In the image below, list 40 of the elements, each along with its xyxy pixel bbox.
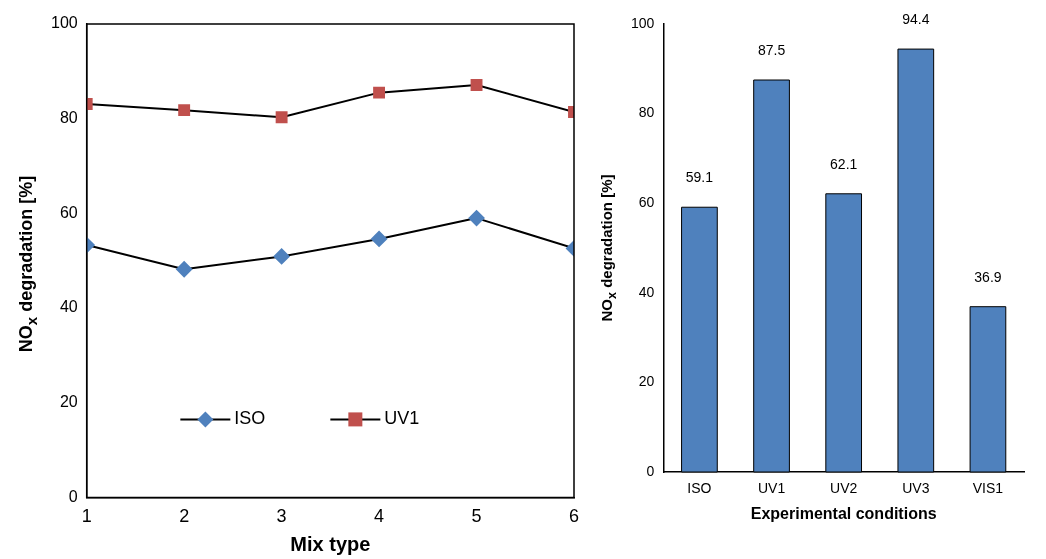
point (468, 210, 485, 227)
y-tick-label: 60 (638, 194, 655, 211)
x-tick-label: UV3 (902, 480, 930, 497)
x-tick-label: ISO (687, 480, 712, 497)
data-label: 87.5 (757, 41, 786, 58)
y-tick-label: 60 (59, 203, 78, 221)
y-tick-label: 0 (646, 462, 655, 479)
data-label: 59.1 (685, 169, 714, 186)
x-tick-label: 5 (471, 506, 482, 527)
x-tick-label: VIS1 (972, 480, 1004, 497)
point (373, 86, 386, 99)
x-tick-label: 2 (179, 506, 190, 527)
point (176, 261, 193, 278)
x-axis-title: Experimental conditions (750, 504, 937, 522)
point (178, 104, 191, 117)
x-axis-title: Mix type (290, 532, 371, 555)
x-tick-label: 4 (374, 506, 385, 527)
x-tick-label: 1 (81, 506, 92, 527)
x-tick-label: 6 (568, 506, 580, 527)
y-tick-label: 40 (638, 283, 655, 300)
y-tick-label: 20 (638, 373, 655, 390)
point (470, 79, 483, 92)
data-label: 36.9 (974, 268, 1002, 285)
x-tick-label: 3 (276, 506, 287, 527)
y-tick-label: 100 (50, 14, 78, 32)
y-tick-label: 40 (59, 298, 78, 316)
y-tick-label: 80 (638, 104, 655, 121)
x-tick-label: UV1 (757, 480, 786, 497)
y-tick-label: 100 (631, 14, 655, 31)
point (273, 248, 290, 265)
data-label: 62.1 (830, 155, 858, 172)
legend-label: ISO (234, 408, 266, 429)
y-tick-label: 0 (68, 487, 78, 505)
data-label: 94.4 (902, 10, 930, 27)
y-tick-label: 80 (59, 109, 78, 127)
legend-label: UV1 (384, 408, 420, 429)
point (275, 111, 288, 124)
point (371, 230, 388, 247)
x-tick-label: UV2 (830, 480, 858, 497)
y-tick-label: 20 (59, 393, 78, 411)
